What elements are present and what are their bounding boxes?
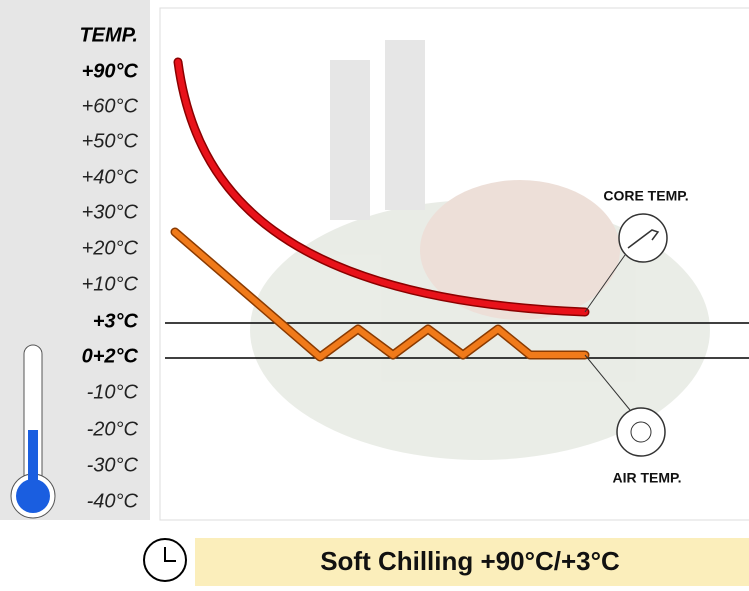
axis-label: +50°C	[82, 130, 139, 152]
axis-label: -40°C	[87, 490, 139, 512]
connector	[584, 354, 631, 411]
thermometer	[10, 344, 56, 519]
axis-label: +3°C	[93, 310, 139, 332]
fan-glyph	[630, 421, 652, 443]
axis-label: +20°C	[82, 237, 139, 259]
core-curve	[175, 59, 588, 315]
clock-hands	[164, 547, 176, 562]
footer-title: Soft Chilling +90°C/+3°C	[320, 546, 620, 576]
axis-label: +40°C	[82, 166, 139, 188]
axis-label: +30°C	[82, 201, 139, 223]
axis-label: -30°C	[87, 454, 139, 476]
axis-label: +10°C	[82, 273, 139, 295]
axis-label: 0+2°C	[82, 345, 139, 367]
axis-labels: +90°C +60°C +50°C +40°C +30°C +20°C +10°C +3°C 0…	[82, 60, 139, 512]
air-curve	[172, 229, 588, 360]
axis-label: -10°C	[87, 381, 139, 403]
axis-title: TEMP.	[79, 24, 138, 46]
axis-label: +60°C	[82, 95, 139, 117]
probe-icon	[618, 213, 668, 263]
probe-glyph	[627, 229, 660, 249]
connector	[584, 254, 626, 313]
air-label: AIR TEMP.	[613, 470, 682, 486]
axis-label: -20°C	[87, 418, 139, 440]
footer-bar	[195, 538, 749, 586]
fan-icon	[616, 407, 666, 457]
background-illustration	[250, 40, 710, 460]
core-label: CORE TEMP.	[603, 188, 688, 204]
axis-label: +90°C	[82, 60, 139, 82]
